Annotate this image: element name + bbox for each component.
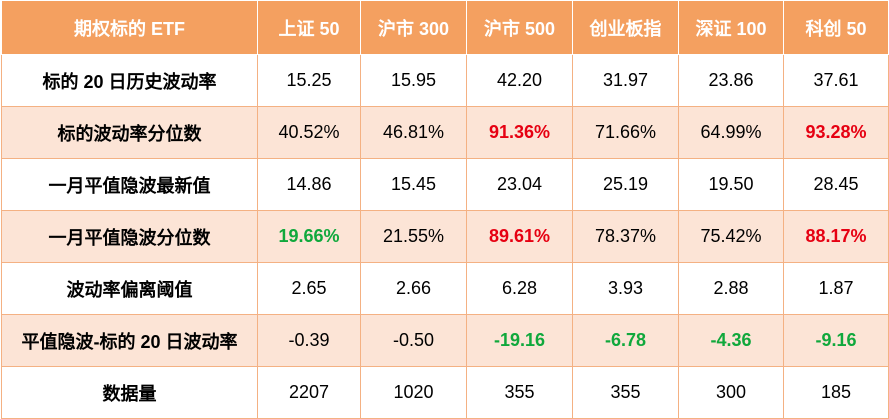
row-label: 标的波动率分位数 bbox=[1, 106, 258, 159]
table-cell: 19.50 bbox=[678, 158, 784, 211]
table-cell: 1.87 bbox=[783, 262, 889, 315]
table-cell: 2.65 bbox=[257, 262, 361, 315]
table-row: 一月平值隐波分位数 19.66% 21.55% 89.61% 78.37% 75… bbox=[1, 210, 889, 263]
table-cell: 2.88 bbox=[678, 262, 784, 315]
row-label: 平值隐波-标的 20 日波动率 bbox=[1, 314, 258, 367]
table-cell: 23.86 bbox=[678, 54, 784, 107]
row-label: 标的 20 日历史波动率 bbox=[1, 54, 258, 107]
table-cell: -0.39 bbox=[257, 314, 361, 367]
header-col-cyb: 创业板指 bbox=[572, 0, 679, 55]
table-cell: 2207 bbox=[257, 366, 361, 419]
table-cell: 93.28% bbox=[783, 106, 889, 159]
table-cell: 3.93 bbox=[572, 262, 679, 315]
table-cell: 46.81% bbox=[360, 106, 467, 159]
table-cell: 21.55% bbox=[360, 210, 467, 263]
table-cell: 91.36% bbox=[466, 106, 573, 159]
row-label: 波动率偏离阈值 bbox=[1, 262, 258, 315]
header-col-sh300: 沪市 300 bbox=[360, 0, 467, 55]
table-cell: 75.42% bbox=[678, 210, 784, 263]
table-row: 标的波动率分位数 40.52% 46.81% 91.36% 71.66% 64.… bbox=[1, 106, 889, 159]
row-label: 一月平值隐波分位数 bbox=[1, 210, 258, 263]
table-cell: 40.52% bbox=[257, 106, 361, 159]
table-row: 一月平值隐波最新值 14.86 15.45 23.04 25.19 19.50 … bbox=[1, 158, 889, 211]
table-cell: 23.04 bbox=[466, 158, 573, 211]
table-cell: 89.61% bbox=[466, 210, 573, 263]
table-cell: -4.36 bbox=[678, 314, 784, 367]
table-cell: 15.25 bbox=[257, 54, 361, 107]
header-col-sh500: 沪市 500 bbox=[466, 0, 573, 55]
table-row: 波动率偏离阈值 2.65 2.66 6.28 3.93 2.88 1.87 bbox=[1, 262, 889, 315]
table-row: 数据量 2207 1020 355 355 300 185 bbox=[1, 366, 889, 419]
table-cell: 6.28 bbox=[466, 262, 573, 315]
table-cell: -6.78 bbox=[572, 314, 679, 367]
table-cell: 1020 bbox=[360, 366, 467, 419]
table-cell: 185 bbox=[783, 366, 889, 419]
table-cell: 15.45 bbox=[360, 158, 467, 211]
table-cell: 2.66 bbox=[360, 262, 467, 315]
table-cell: 28.45 bbox=[783, 158, 889, 211]
table-cell: 19.66% bbox=[257, 210, 361, 263]
table-cell: 88.17% bbox=[783, 210, 889, 263]
table-row: 平值隐波-标的 20 日波动率 -0.39 -0.50 -19.16 -6.78… bbox=[1, 314, 889, 367]
header-col-sz50: 上证 50 bbox=[257, 0, 361, 55]
table-row: 标的 20 日历史波动率 15.25 15.95 42.20 31.97 23.… bbox=[1, 54, 889, 107]
table-cell: 15.95 bbox=[360, 54, 467, 107]
header-col-kc50: 科创 50 bbox=[783, 0, 889, 55]
table-cell: 355 bbox=[466, 366, 573, 419]
table-cell: 37.61 bbox=[783, 54, 889, 107]
table-cell: 71.66% bbox=[572, 106, 679, 159]
table-cell: -0.50 bbox=[360, 314, 467, 367]
header-col-sz100: 深证 100 bbox=[678, 0, 784, 55]
row-label: 一月平值隐波最新值 bbox=[1, 158, 258, 211]
table-cell: 355 bbox=[572, 366, 679, 419]
table-cell: -19.16 bbox=[466, 314, 573, 367]
table-cell: 78.37% bbox=[572, 210, 679, 263]
table-cell: -9.16 bbox=[783, 314, 889, 367]
table-cell: 64.99% bbox=[678, 106, 784, 159]
table-cell: 14.86 bbox=[257, 158, 361, 211]
table-cell: 25.19 bbox=[572, 158, 679, 211]
header-row: 期权标的 ETF 上证 50 沪市 300 沪市 500 创业板指 深证 100… bbox=[1, 0, 889, 55]
table-cell: 300 bbox=[678, 366, 784, 419]
header-corner: 期权标的 ETF bbox=[1, 0, 258, 55]
row-label: 数据量 bbox=[1, 366, 258, 419]
table-cell: 42.20 bbox=[466, 54, 573, 107]
table-cell: 31.97 bbox=[572, 54, 679, 107]
